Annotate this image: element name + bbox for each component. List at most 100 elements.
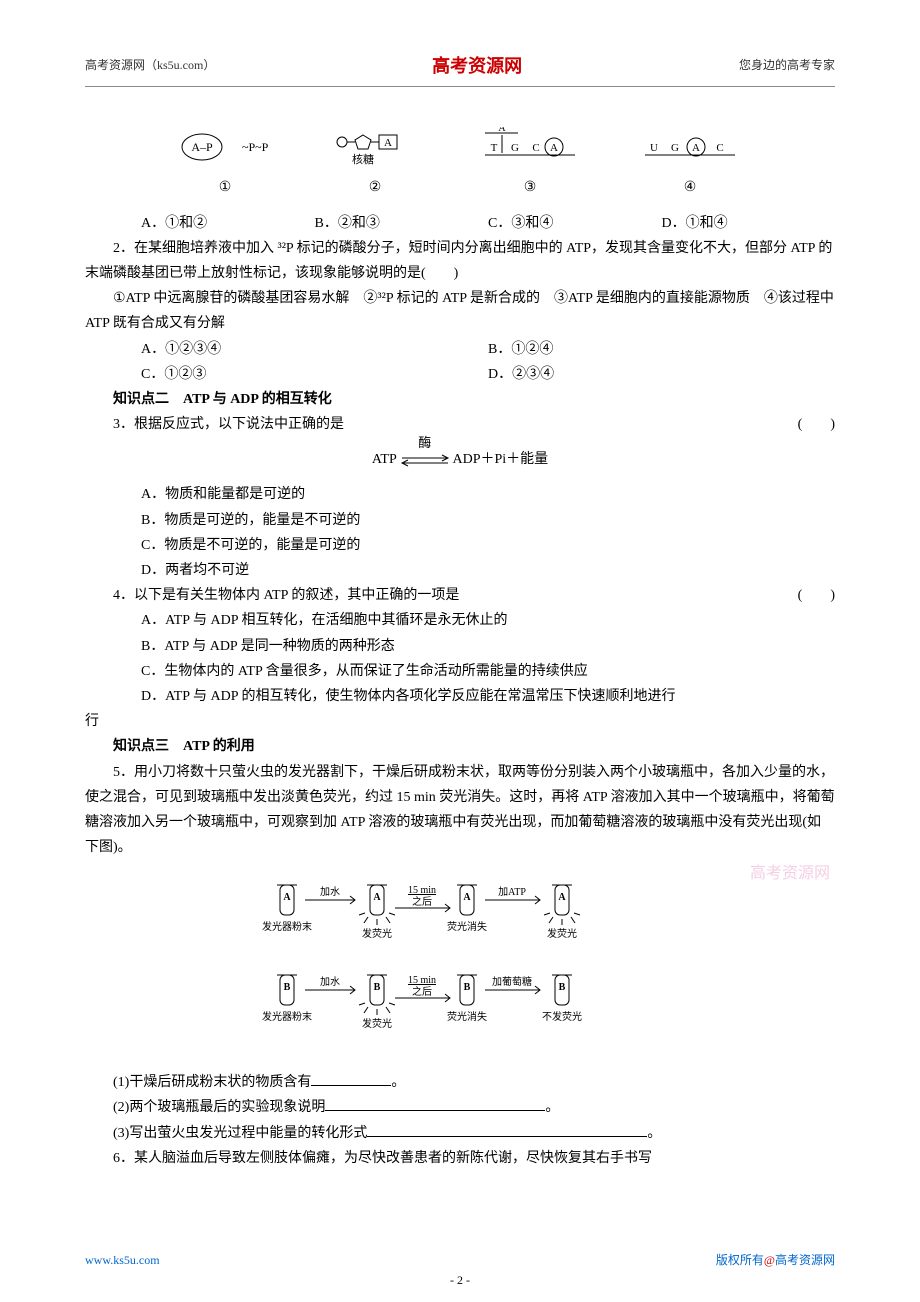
svg-text:G: G: [511, 142, 519, 154]
q4-opt-b: B．ATP 与 ADP 是同一种物质的两种形态: [85, 634, 835, 659]
structure-diagram-row: A–P ~P~P ① A 核糖 ②: [85, 127, 835, 200]
diagram-4-label: ④: [640, 175, 740, 200]
svg-text:加水: 加水: [320, 886, 340, 898]
page-number: - 2 -: [450, 1270, 470, 1292]
q6-text: 6．某人脑溢血后导致左侧肢体偏瘫，为尽快改善患者的新陈代谢，尽快恢复其右手书写: [85, 1146, 835, 1171]
rna-strand-icon: U G A C: [640, 127, 740, 167]
q5-sub2: (2)两个玻璃瓶最后的实验现象说明 。: [85, 1095, 835, 1120]
q5-sub2-text: (2)两个玻璃瓶最后的实验现象说明: [113, 1100, 325, 1115]
footer-right-pre: 版权所有: [716, 1253, 764, 1267]
q2-options-row1: A．①②③④ B．①②④: [85, 337, 835, 362]
svg-text:B: B: [464, 982, 471, 993]
q1-options: A．①和② B．②和③ C．③和④ D．①和④: [85, 211, 835, 236]
q3-paren: ( ): [770, 412, 835, 437]
blank-1: [311, 1072, 391, 1086]
footer-at: @: [764, 1253, 775, 1267]
ribose-structure-icon: A 核糖: [330, 127, 420, 167]
diagram-4: U G A C ④: [640, 127, 740, 200]
svg-text:发光器粉末: 发光器粉末: [262, 1010, 312, 1023]
svg-text:A: A: [558, 892, 566, 903]
eq-arrow-icon: 酶: [400, 447, 450, 472]
q3-equation: ATP 酶 ADP＋Pi＋能量: [85, 447, 835, 472]
q3-opt-d: D．两者均不可逆: [85, 558, 835, 583]
diagram-3: A T G C A ③: [480, 127, 580, 200]
q3-line: 3．根据反应式，以下说法中正确的是 ( ): [85, 412, 835, 437]
svg-text:15 min: 15 min: [408, 885, 436, 896]
blank-3: [367, 1123, 647, 1137]
q2-options-row2: C．①②③ D．②③④: [85, 362, 835, 387]
q5-sub1-text: (1)干燥后研成粉末状的物质含有: [113, 1075, 311, 1090]
q4-opt-a: A．ATP 与 ADP 相互转化，在活细胞中其循环是永无休止的: [85, 608, 835, 633]
svg-text:C: C: [716, 142, 723, 154]
q5-sub1: (1)干燥后研成粉末状的物质含有 。: [85, 1070, 835, 1095]
svg-text:A: A: [373, 892, 381, 903]
diagram-2: A 核糖 ②: [330, 127, 420, 200]
q4-text: 4．以下是有关生物体内 ATP 的叙述，其中正确的一项是: [85, 583, 459, 608]
eq-right: ADP＋Pi＋能量: [452, 452, 548, 467]
q1-opt-d: D．①和④: [662, 211, 836, 236]
q2-text2: ①ATP 中远离腺苷的磷酸基团容易水解 ②³²P 标记的 ATP 是新合成的 ③…: [85, 286, 835, 336]
diagram-3-label: ③: [480, 175, 580, 200]
diagram-1-label: ①: [180, 175, 270, 200]
knowledge-point-2: 知识点二 ATP 与 ADP 的相互转化: [85, 387, 835, 412]
q5-para: 5．用小刀将数十只萤火虫的发光器割下，干燥后研成粉末状，取两等份分别装入两个小玻…: [85, 760, 835, 861]
watermark-text: 高考资源网: [750, 860, 830, 889]
svg-text:加葡萄糖: 加葡萄糖: [492, 975, 532, 988]
svg-text:A: A: [283, 892, 291, 903]
svg-text:T: T: [491, 142, 498, 154]
header-center: 高考资源网: [432, 50, 522, 82]
q4-opt-d: D．ATP 与 ADP 的相互转化，使生物体内各项化学反应能在常温常压下快速顺利…: [85, 684, 835, 709]
q5-sub2-end: 。: [545, 1100, 559, 1115]
svg-text:A–P: A–P: [191, 140, 213, 154]
q1-opt-b: B．②和③: [315, 211, 489, 236]
q4-paren: ( ): [770, 583, 835, 608]
q5-sub3-end: 。: [647, 1126, 661, 1141]
header-left: 高考资源网（ks5u.com）: [85, 55, 215, 77]
experiment-diagram: A 发光器粉末 加水 A 发荧光 15 min: [85, 875, 835, 1055]
q1-opt-a: A．①和②: [141, 211, 315, 236]
svg-text:A: A: [498, 127, 506, 134]
q3-opt-a: A．物质和能量都是可逆的: [85, 482, 835, 507]
diagram-2-label: ②: [330, 175, 420, 200]
page-header: 高考资源网（ks5u.com） 高考资源网 您身边的高考专家: [85, 50, 835, 87]
q2-opt-b: B．①②④: [488, 337, 835, 362]
svg-text:发荧光: 发荧光: [362, 927, 392, 940]
q3-text: 3．根据反应式，以下说法中正确的是: [85, 412, 344, 437]
svg-text:C: C: [532, 142, 539, 154]
svg-text:加ATP: 加ATP: [498, 886, 526, 898]
footer-url: www.ks5u.com: [85, 1250, 160, 1272]
diagram-1: A–P ~P~P ①: [180, 127, 270, 200]
svg-text:荧光消失: 荧光消失: [447, 920, 487, 933]
svg-text:发荧光: 发荧光: [362, 1017, 392, 1030]
svg-text:G: G: [671, 142, 679, 154]
eq-top-label: 酶: [418, 431, 431, 454]
q5-sub1-end: 。: [391, 1075, 405, 1090]
svg-text:发荧光: 发荧光: [547, 927, 577, 940]
q4-line: 4．以下是有关生物体内 ATP 的叙述，其中正确的一项是 ( ): [85, 583, 835, 608]
q4-opt-c: C．生物体内的 ATP 含量很多，从而保证了生命活动所需能量的持续供应: [85, 659, 835, 684]
knowledge-point-3: 知识点三 ATP 的利用: [85, 734, 835, 759]
svg-text:A: A: [550, 142, 558, 154]
svg-text:核糖: 核糖: [352, 152, 374, 166]
q5-sub3: (3)写出萤火虫发光过程中能量的转化形式。: [85, 1121, 835, 1146]
q2-opt-d: D．②③④: [488, 362, 835, 387]
svg-text:加水: 加水: [320, 976, 340, 988]
svg-text:之后: 之后: [412, 895, 432, 908]
content-body: A–P ~P~P ① A 核糖 ②: [85, 127, 835, 1171]
svg-text:不发荧光: 不发荧光: [542, 1010, 582, 1023]
atp-structure-icon: A–P ~P~P: [180, 127, 270, 167]
svg-text:A: A: [692, 142, 700, 154]
svg-text:荧光消失: 荧光消失: [447, 1010, 487, 1023]
svg-text:B: B: [559, 982, 566, 993]
svg-text:之后: 之后: [412, 985, 432, 998]
page-footer: www.ks5u.com 版权所有@高考资源网: [85, 1250, 835, 1272]
q1-opt-c: C．③和④: [488, 211, 662, 236]
footer-copyright: 版权所有@高考资源网: [716, 1250, 835, 1272]
svg-text:A: A: [384, 137, 392, 149]
svg-text:B: B: [284, 982, 291, 993]
test-tube-diagram-icon: A 发光器粉末 加水 A 发荧光 15 min: [260, 875, 660, 1055]
blank-2: [325, 1097, 545, 1111]
svg-text:~P~P: ~P~P: [242, 140, 269, 154]
svg-text:U: U: [650, 142, 658, 154]
q3-opt-b: B．物质是可逆的，能量是不可逆的: [85, 508, 835, 533]
